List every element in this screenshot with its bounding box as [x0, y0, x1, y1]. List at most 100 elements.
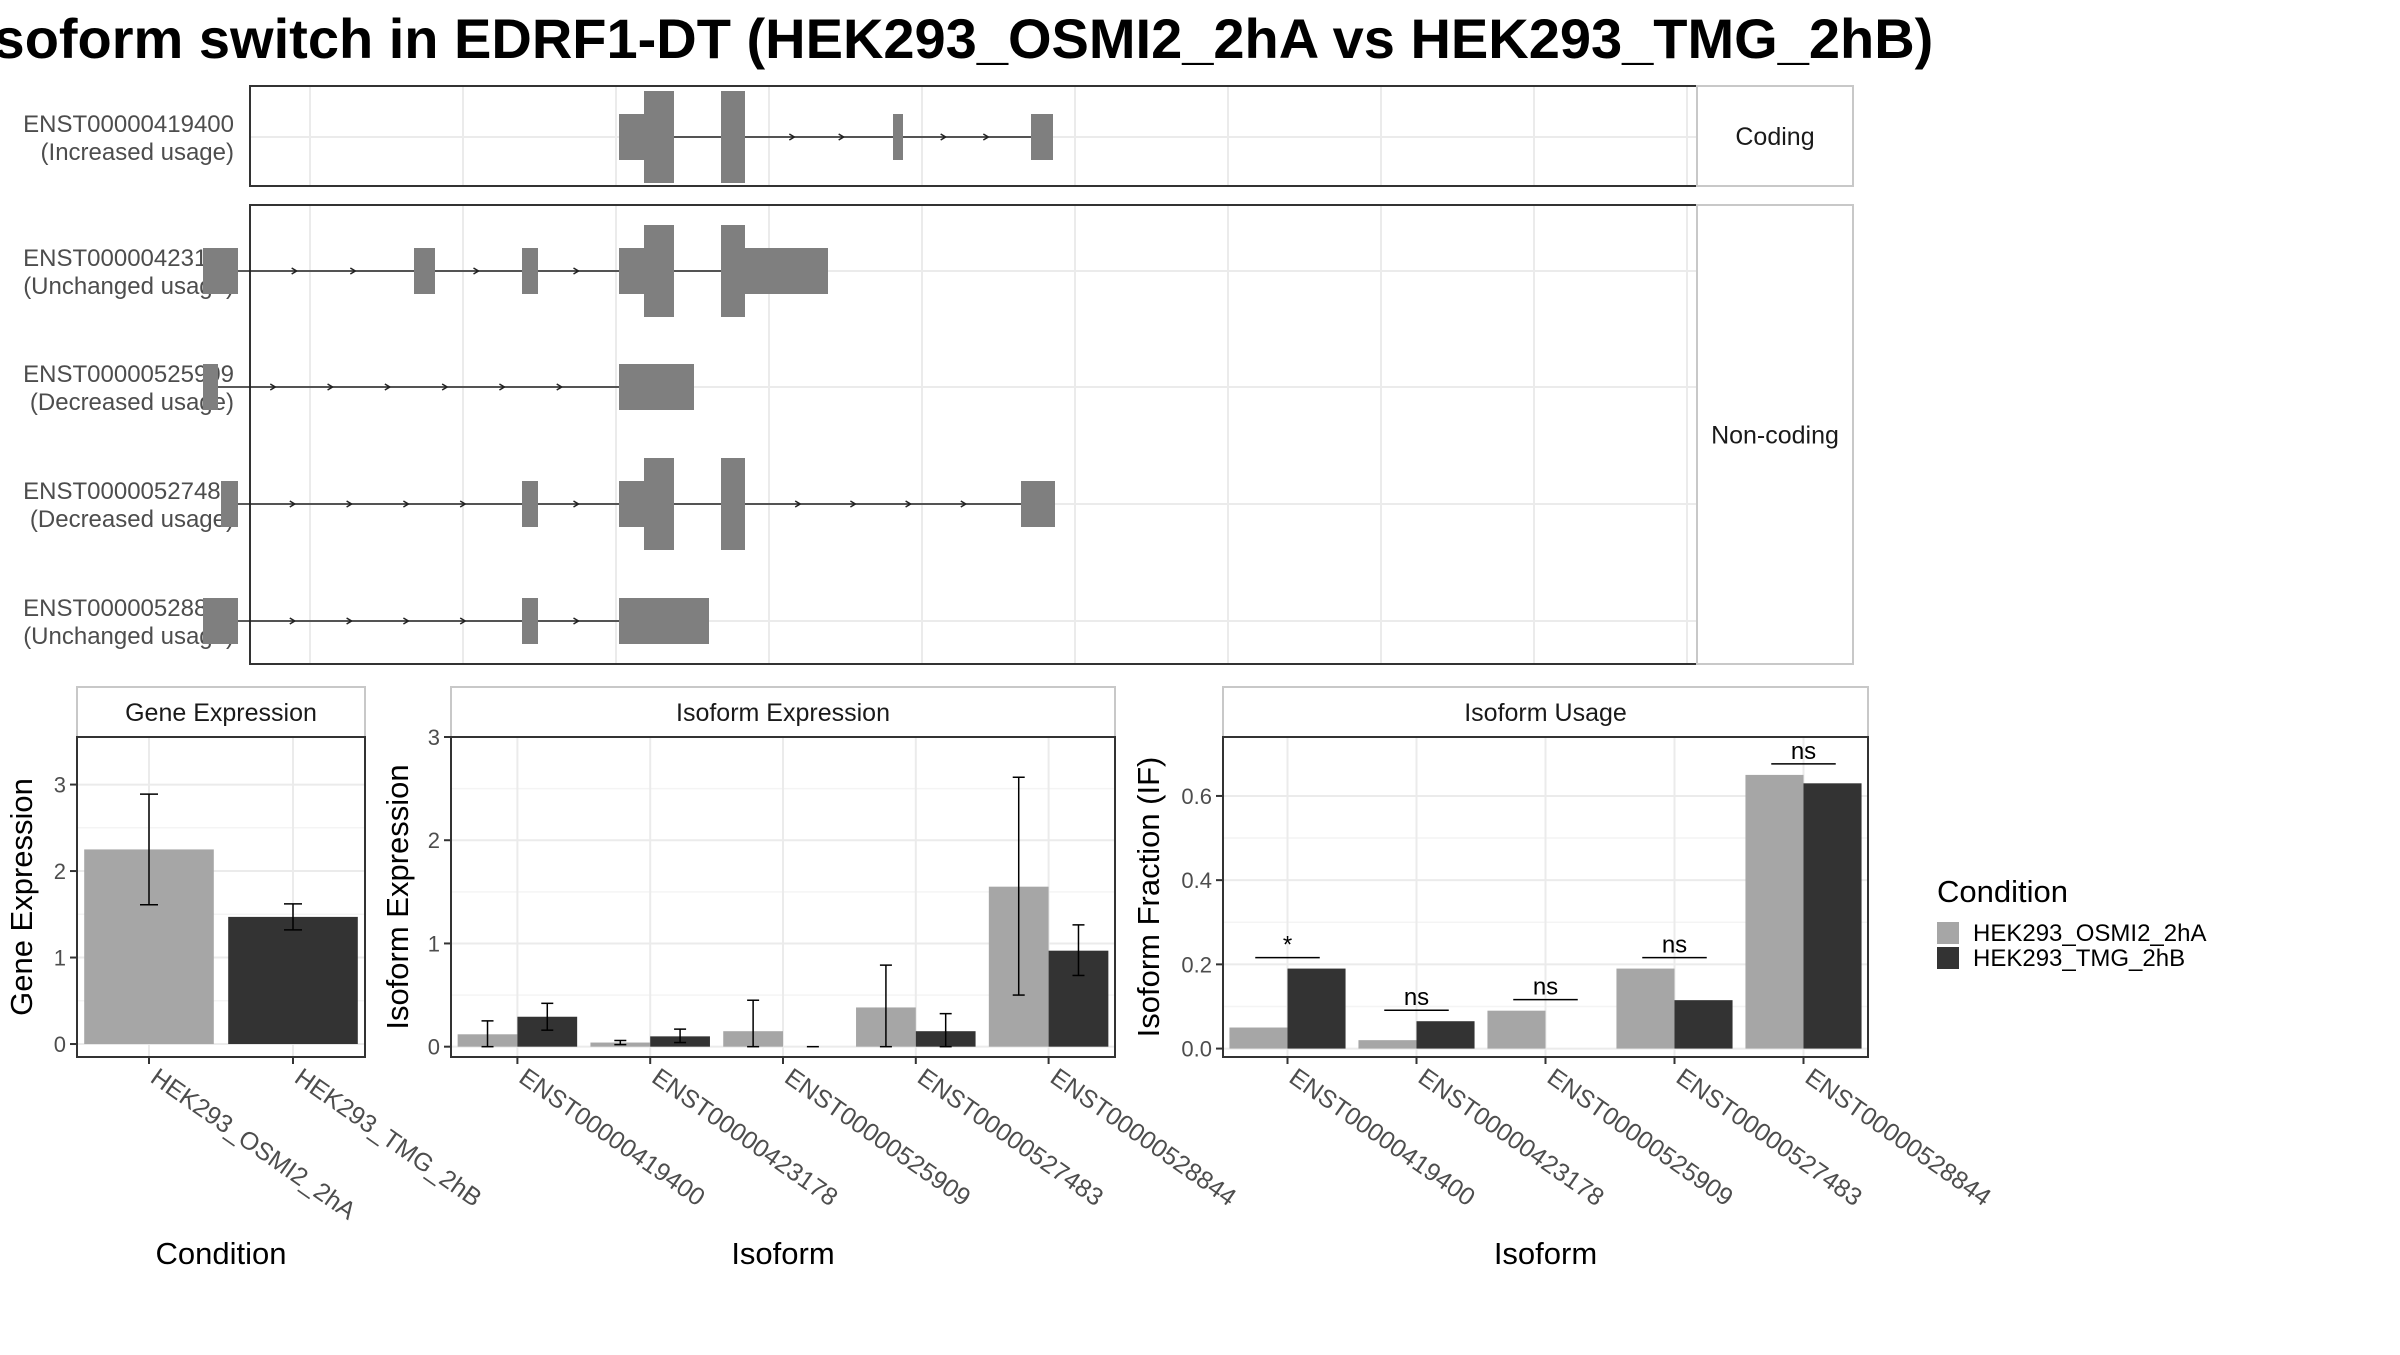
- legend-swatch: [1937, 947, 1959, 969]
- facet-background: [250, 205, 1697, 664]
- direction-arrow: [346, 500, 354, 508]
- exon-noncoding: [522, 481, 538, 527]
- direction-arrow: [346, 617, 354, 625]
- direction-arrow: [850, 500, 857, 508]
- exon-noncoding: [893, 114, 903, 160]
- exon-coding: [644, 458, 674, 550]
- y-tick-label: 3: [54, 773, 66, 798]
- y-axis-title: Gene Expression: [4, 778, 39, 1016]
- direction-arrow: [403, 617, 410, 625]
- legend-item-label: HEK293_OSMI2_2hA: [1973, 920, 2206, 947]
- transcript-id-label: ENST00000527483: [23, 478, 234, 505]
- exon-coding: [721, 458, 745, 550]
- panel-strip-label: Gene Expression: [125, 699, 317, 727]
- exon-noncoding: [203, 248, 238, 294]
- panel-strip: [76, 686, 366, 738]
- exon-noncoding: [1031, 114, 1053, 160]
- legend-item-label: HEK293_TMG_2hB: [1973, 945, 2185, 972]
- x-axis-title: Isoform: [731, 1236, 834, 1271]
- transcript-track: ENST00000528844(Unchanged usage): [23, 595, 709, 650]
- direction-arrow: [473, 267, 480, 275]
- gene-structure-panel: Coding ENST00000419400(Increased usage) No…: [23, 85, 1854, 665]
- y-tick-label: 0.2: [1181, 952, 1212, 977]
- direction-arrow: [403, 500, 410, 508]
- significance-label: *: [1283, 932, 1292, 959]
- bar: [1416, 1021, 1475, 1049]
- legend-title: Condition: [1937, 874, 2068, 909]
- direction-arrow: [291, 267, 299, 275]
- transcript-track: ENST00000527483(Decreased usage): [23, 458, 1055, 550]
- direction-arrow: [499, 383, 506, 391]
- significance-label: ns: [1533, 974, 1558, 1001]
- exon-coding: [721, 91, 745, 183]
- transcript-usage-label: (Increased usage): [41, 139, 234, 166]
- transcript-id-label: ENST00000419400: [23, 111, 234, 138]
- exon-noncoding: [1021, 481, 1055, 527]
- panel-strip: [1222, 686, 1869, 738]
- bar: [228, 916, 358, 1045]
- transcript-track: ENST00000419400(Increased usage): [23, 91, 1053, 183]
- panel-strip-label: Isoform Expression: [676, 699, 890, 727]
- transcript-usage-label: (Unchanged usage): [23, 623, 234, 650]
- y-tick-label: 0.0: [1181, 1037, 1212, 1062]
- exon-noncoding: [619, 481, 644, 527]
- y-axis-title: Isoform Expression: [380, 764, 415, 1029]
- significance-label: ns: [1404, 984, 1429, 1011]
- bar: [1358, 1040, 1417, 1049]
- bar: [1229, 1027, 1288, 1049]
- direction-arrow: [573, 617, 580, 625]
- panel-strip-label: Isoform Usage: [1464, 699, 1627, 727]
- bar: [1674, 1000, 1733, 1049]
- transcript-usage-label: (Unchanged usage): [23, 273, 234, 300]
- direction-arrow: [573, 500, 580, 508]
- exon-noncoding: [745, 248, 828, 294]
- transcript-usage-label: (Decreased usage): [30, 506, 234, 533]
- direction-arrow: [289, 500, 297, 508]
- bar: [1745, 774, 1804, 1049]
- bar: [1803, 783, 1862, 1049]
- transcript-id-label: ENST00000423178: [23, 245, 234, 272]
- direction-arrow: [905, 500, 913, 508]
- facet-strip-label: Coding: [1735, 123, 1814, 151]
- isoform-usage-panel: Isoform Usage*ns nsnsns0.00.20.40.6ENST00…: [1131, 686, 1996, 1271]
- direction-arrow: [349, 267, 357, 275]
- direction-arrow: [384, 383, 392, 391]
- y-tick-label: 0: [428, 1035, 440, 1060]
- direction-arrow: [794, 500, 802, 508]
- bar: [1616, 968, 1675, 1049]
- direction-arrow: [459, 500, 467, 508]
- exon-noncoding: [203, 598, 238, 644]
- direction-arrow: [459, 617, 467, 625]
- y-tick-label: 1: [54, 946, 66, 971]
- exon-noncoding: [203, 364, 218, 410]
- direction-arrow: [327, 383, 335, 391]
- x-axis-title: Condition: [156, 1236, 287, 1271]
- y-tick-label: 2: [428, 828, 440, 853]
- exon-noncoding: [619, 598, 709, 644]
- significance-label: ns: [1662, 932, 1687, 959]
- exon-coding: [644, 225, 674, 317]
- direction-arrow: [441, 383, 449, 391]
- y-tick-label: 2: [54, 859, 66, 884]
- facet-strip: [1696, 204, 1854, 665]
- exon-noncoding: [522, 248, 538, 294]
- facet-strip: [1696, 85, 1854, 187]
- exon-noncoding: [619, 364, 694, 410]
- exon-coding: [644, 91, 674, 183]
- exon-noncoding: [522, 598, 538, 644]
- isoform-expression-panel: Isoform Expression0123ENST00000419400ENS…: [380, 686, 1241, 1271]
- direction-arrow: [289, 617, 297, 625]
- transcript-usage-label: (Decreased usage): [30, 389, 234, 416]
- exon-noncoding: [619, 248, 644, 294]
- direction-arrow: [960, 500, 968, 508]
- transcript-track: ENST00000423178(Unchanged usage): [23, 225, 828, 317]
- bar: [1487, 1010, 1546, 1049]
- y-tick-label: 3: [428, 725, 440, 750]
- direction-arrow: [788, 133, 796, 141]
- exon-noncoding: [221, 481, 238, 527]
- bar: [1287, 968, 1346, 1049]
- transcript-id-label: ENST00000525909: [23, 361, 234, 388]
